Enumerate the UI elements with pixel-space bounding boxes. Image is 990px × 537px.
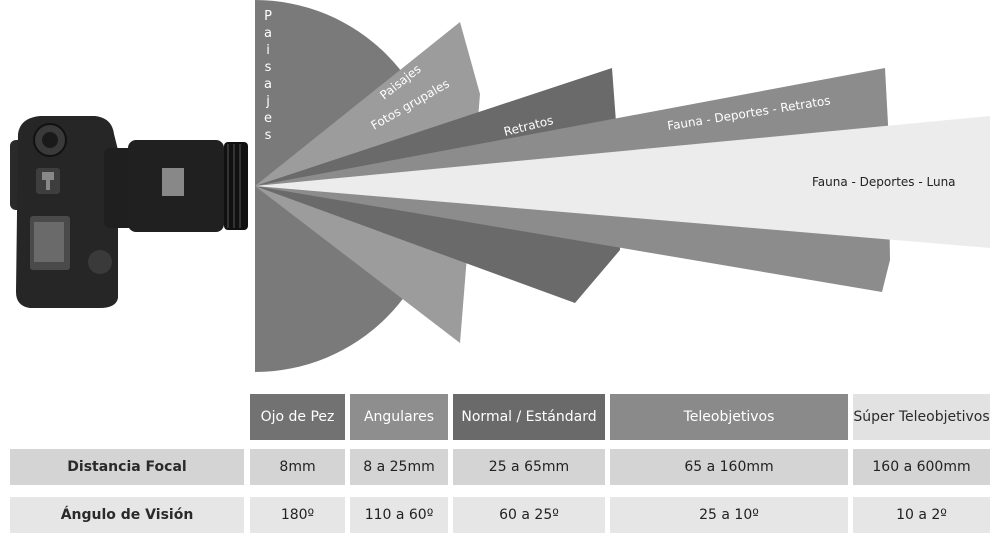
header-teleobjetivos: Teleobjetivos (610, 394, 848, 440)
table-cell: 8 a 25mm (350, 449, 448, 485)
header-ojo-de-pez: Ojo de Pez (250, 394, 345, 440)
header-super-teleobjetivos: Súper Teleobjetivos (853, 394, 990, 440)
table-cell: 60 a 25º (453, 497, 605, 533)
super-telephoto-fan (255, 116, 990, 248)
table-cell: 25 a 65mm (453, 449, 605, 485)
row-label-distancia-focal: Distancia Focal (10, 449, 244, 485)
header-normal-estandard: Normal / Estándard (453, 394, 605, 440)
table-cell: 180º (250, 497, 345, 533)
header-angulares: Angulares (350, 394, 448, 440)
table-cell: 110 a 60º (350, 497, 448, 533)
table-cell: 65 a 160mm (610, 449, 848, 485)
table-cell: 10 a 2º (853, 497, 990, 533)
camera-illustration (10, 116, 248, 308)
table-cell: 25 a 10º (610, 497, 848, 533)
table-cell: 8mm (250, 449, 345, 485)
table-cell: 160 a 600mm (853, 449, 990, 485)
label-fauna-deportes-luna: Fauna - Deportes - Luna (812, 175, 956, 189)
row-label-angulo-de-vision: Ángulo de Visión (10, 497, 244, 533)
